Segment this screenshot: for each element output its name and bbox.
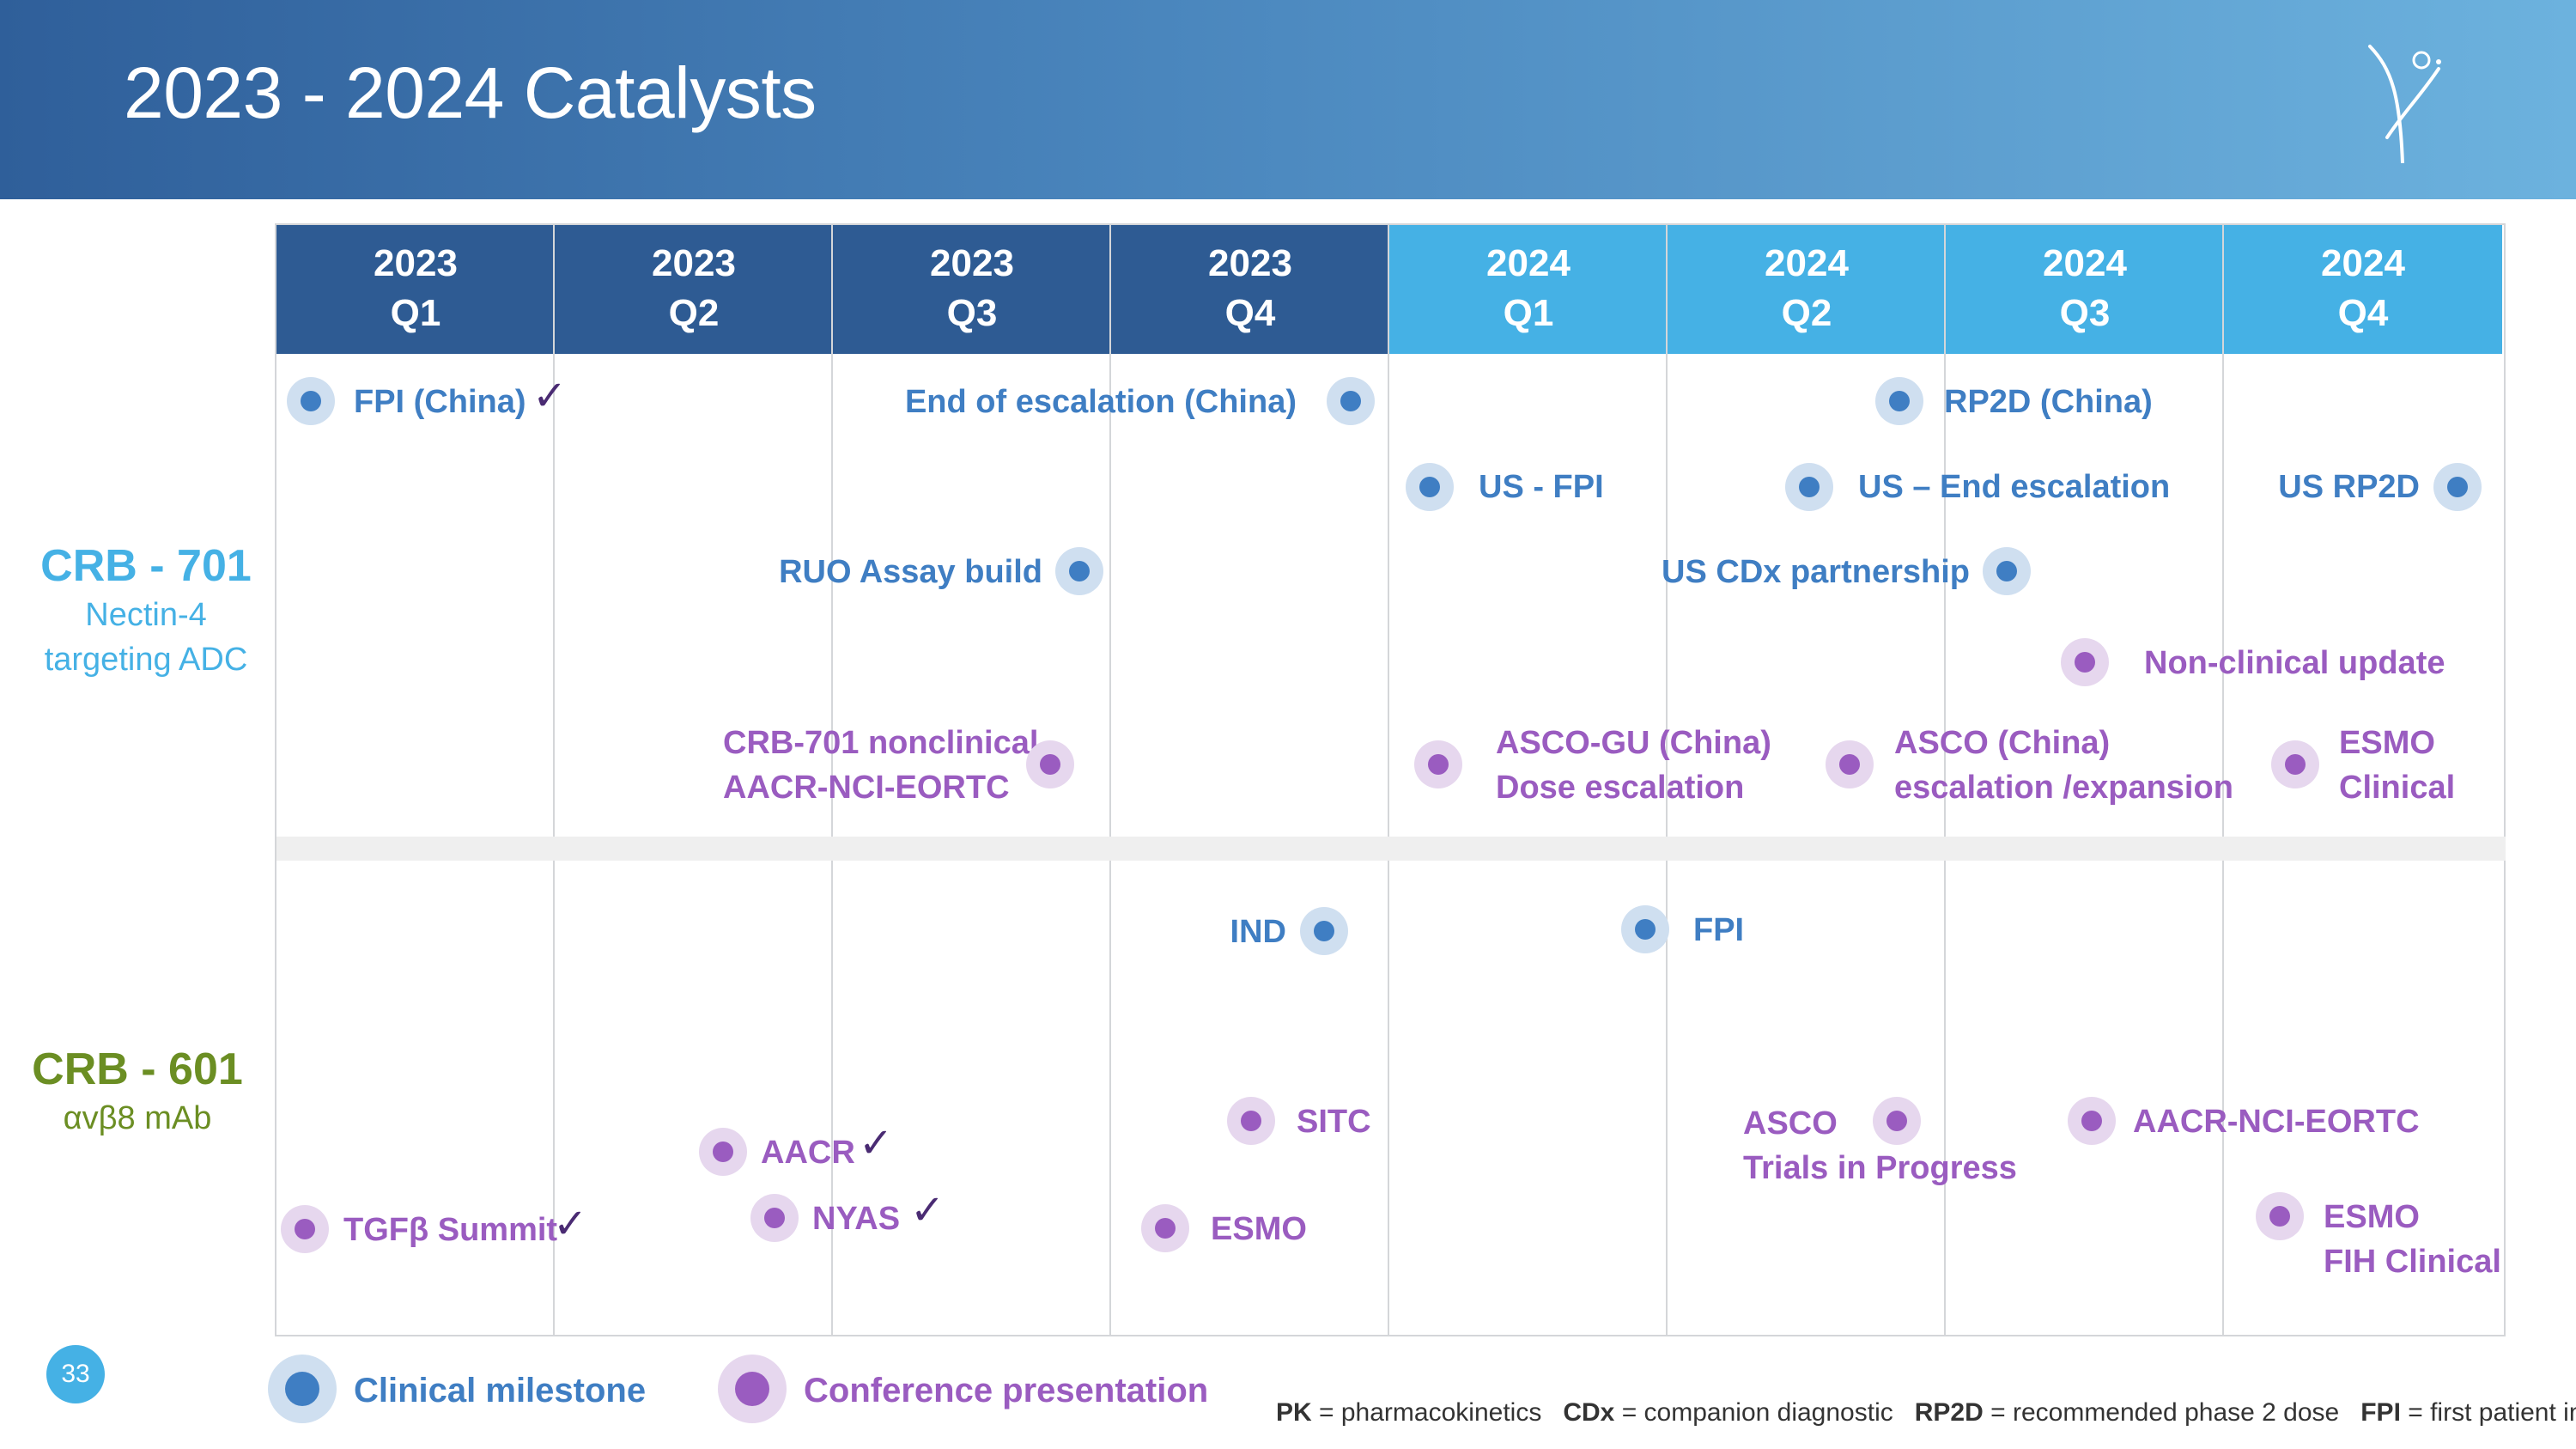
grid-line [275,1335,2506,1336]
check-icon: ✓ [859,1121,894,1166]
clinical-milestone-marker [1055,547,1103,595]
milestone-label: End of escalation (China) [904,384,1297,420]
clinical-milestone-marker [1406,463,1454,511]
grid-line [1109,223,1111,1336]
milestone-label: NYAS [812,1201,901,1237]
conference-marker [1227,1097,1275,1145]
conference-marker [1026,740,1074,788]
check-icon: ✓ [910,1188,945,1233]
grid-line [275,223,2506,225]
milestone-label: US RP2D [2278,469,2420,505]
grid-line [1388,223,1389,1336]
milestone-label: ESMO FIH Clinical [2324,1199,2501,1280]
conference-marker [750,1194,799,1242]
clinical-milestone-marker [1327,377,1375,425]
milestone-label: CRB-701 nonclinical AACR-NCI-EORTC [723,725,1039,806]
program-name: CRB - 601 [32,1044,243,1094]
quarter-header: 2023 Q1 [276,223,555,354]
milestone-label: US CDx partnership [1662,554,1970,590]
milestone-label: SITC [1297,1104,1371,1140]
legend-conference-label: Conference presentation [804,1372,1209,1409]
grid-line [553,223,555,1336]
quarter-header: 2024 Q1 [1389,223,1668,354]
program-subtitle: αvβ8 mAb [63,1100,212,1136]
milestone-label: RUO Assay build [779,554,1042,590]
page-title: 2023 - 2024 Catalysts [124,52,817,133]
milestone-label: AACR-NCI-EORTC [2133,1104,2420,1140]
clinical-milestone-marker [2433,463,2482,511]
company-logo-icon [2368,45,2441,163]
clinical-milestone-marker [1300,907,1348,955]
clinical-milestone-marker [287,377,335,425]
legend-clinical-icon [268,1355,337,1423]
grid-line [1666,223,1668,1336]
grid-line [831,223,833,1336]
title-banner: 2023 - 2024 Catalysts [0,0,2576,199]
quarter-header: 2024 Q2 [1668,223,1946,354]
abbreviation-footnote: PK = pharmacokinetics CDx = companion di… [1276,1398,2576,1427]
row-separator [276,837,2506,861]
milestone-label: RP2D (China) [1944,384,2153,420]
check-icon: ✓ [553,1202,588,1247]
conference-marker [1826,740,1874,788]
program-label-crb701: CRB - 701 Nectin-4 targeting ADC [34,539,258,682]
clinical-milestone-marker [1983,547,2031,595]
legend-conference-icon [718,1355,787,1423]
clinical-milestone-marker [1785,463,1833,511]
quarter-header: 2023 Q2 [555,223,833,354]
milestone-label: ESMO [1211,1211,1307,1247]
quarter-header: 2023 Q4 [1111,223,1389,354]
conference-marker [2068,1097,2116,1145]
conference-marker [2061,638,2109,686]
conference-marker [1141,1204,1189,1252]
milestone-label: US - FPI [1479,469,1604,505]
quarter-header: 2024 Q3 [1946,223,2224,354]
page-number: 33 [46,1345,105,1403]
conference-marker [2271,740,2319,788]
check-icon: ✓ [532,374,568,419]
milestone-label: AACR [761,1135,855,1171]
quarter-header: 2024 Q4 [2224,223,2502,354]
milestone-label: TGFβ Summit [343,1212,558,1248]
legend-clinical-label: Clinical milestone [354,1372,647,1409]
milestone-label: ESMO Clinical [2339,725,2456,806]
program-subtitle: Nectin-4 [85,597,207,633]
milestone-label: ASCO (China) escalation /expansion [1894,725,2233,806]
clinical-milestone-marker [1875,377,1923,425]
grid-line [1944,223,1946,1336]
grid-line [275,223,276,1336]
conference-marker [1873,1097,1921,1145]
conference-marker [281,1205,329,1253]
grid-line [2222,223,2224,1336]
milestone-label: FPI (China) [354,384,526,420]
conference-marker [2256,1192,2304,1240]
milestone-label: IND [1230,914,1286,950]
milestone-label: ASCO Trials in Progress [1743,1105,2017,1186]
conference-marker [1414,740,1462,788]
program-name: CRB - 701 [40,541,252,591]
milestone-label: Non-clinical update [2144,645,2445,681]
milestone-label: ASCO-GU (China) Dose escalation [1496,725,1771,806]
grid-line [2504,223,2506,1336]
program-label-crb601: CRB - 601 αvβ8 mAb [26,1043,249,1141]
milestone-label: US – End escalation [1858,469,2171,505]
milestone-label: FPI [1693,912,1745,948]
program-subtitle: targeting ADC [44,642,248,678]
clinical-milestone-marker [1621,905,1669,953]
conference-marker [699,1128,747,1176]
quarter-header: 2023 Q3 [833,223,1111,354]
